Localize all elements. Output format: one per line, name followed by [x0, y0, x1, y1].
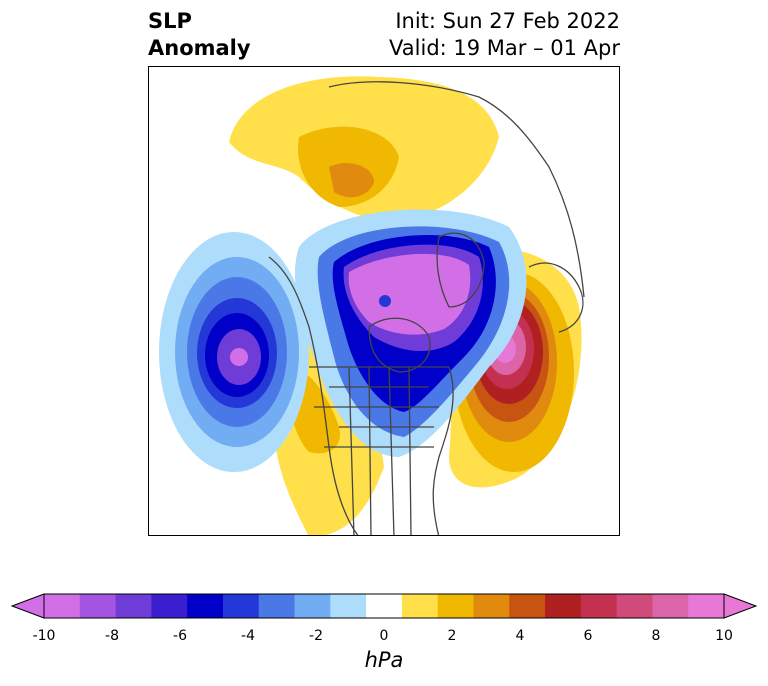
colorbar-units: hPa [364, 648, 404, 672]
colorbar-cell [115, 594, 152, 618]
coastline-hudson-bay [368, 317, 431, 373]
colorbar-cells [10, 593, 758, 619]
colorbar-tick-label: -6 [173, 628, 187, 644]
colorbar-tick-label: 2 [447, 628, 457, 644]
pacific-low [159, 232, 309, 472]
positive-region-north-dark [329, 162, 374, 198]
colorbar-tick-label: 4 [515, 628, 525, 644]
colorbar-tick-label: 10 [715, 628, 733, 644]
colorbar-tick-label: 8 [651, 628, 661, 644]
colorbar-extend-max [723, 593, 758, 619]
coastlines [268, 81, 585, 535]
country-borders-us [309, 366, 449, 535]
colorbar-tick-label: -10 [32, 628, 56, 644]
title-left: SLP Anomaly [148, 8, 251, 62]
colorbar-cell [688, 594, 725, 618]
colorbar-cell [151, 594, 188, 618]
colorbar-cell [330, 594, 367, 618]
state-borders-us [329, 366, 434, 535]
coastline-north-america-east [432, 366, 454, 535]
colorbar-cell [222, 594, 260, 618]
colorbar-cell [79, 594, 117, 618]
title-line-2: Anomaly [148, 36, 251, 60]
colorbar-tick-label: 0 [379, 628, 389, 644]
colorbar-cell [294, 594, 331, 618]
colorbar-tick-label: -2 [309, 628, 323, 644]
arctic-level-5 [348, 253, 471, 335]
coastline-eurasia [328, 81, 585, 298]
colorbar-tick-label: -4 [241, 628, 255, 644]
colorbar-cell [473, 594, 510, 618]
title-line-1: SLP [148, 9, 192, 33]
colorbar-cell [44, 594, 81, 618]
init-date: Init: Sun 27 Feb 2022 [395, 9, 620, 33]
title-right: Init: Sun 27 Feb 2022 Valid: 19 Mar – 01… [389, 8, 620, 62]
coastline-europe [528, 262, 584, 333]
coastline-greenland [436, 232, 485, 308]
anomaly-map [159, 76, 585, 535]
colorbar-outline [43, 593, 725, 619]
colorbar-tick-label: 6 [583, 628, 593, 644]
colorbar-extend-min [10, 593, 45, 619]
colorbar-cell [437, 594, 474, 618]
colorbar-cell [366, 594, 403, 618]
colorbar-cell [580, 594, 618, 618]
colorbar-cell [545, 594, 582, 618]
valid-range: Valid: 19 Mar – 01 Apr [389, 36, 620, 60]
colorbar-cell [652, 594, 689, 618]
colorbar-cell [616, 594, 653, 618]
arctic-center-dot [379, 295, 391, 307]
colorbar [10, 593, 758, 619]
colorbar-cell [187, 594, 224, 618]
pac-level-7 [230, 348, 248, 366]
colorbar-cell [258, 594, 296, 618]
arctic-low [294, 209, 527, 457]
colorbar-tick-label: -8 [105, 628, 119, 644]
map-panel [148, 66, 620, 536]
coastline-north-america-west [268, 256, 359, 535]
colorbar-cell [401, 594, 439, 618]
colorbar-cell [509, 594, 546, 618]
